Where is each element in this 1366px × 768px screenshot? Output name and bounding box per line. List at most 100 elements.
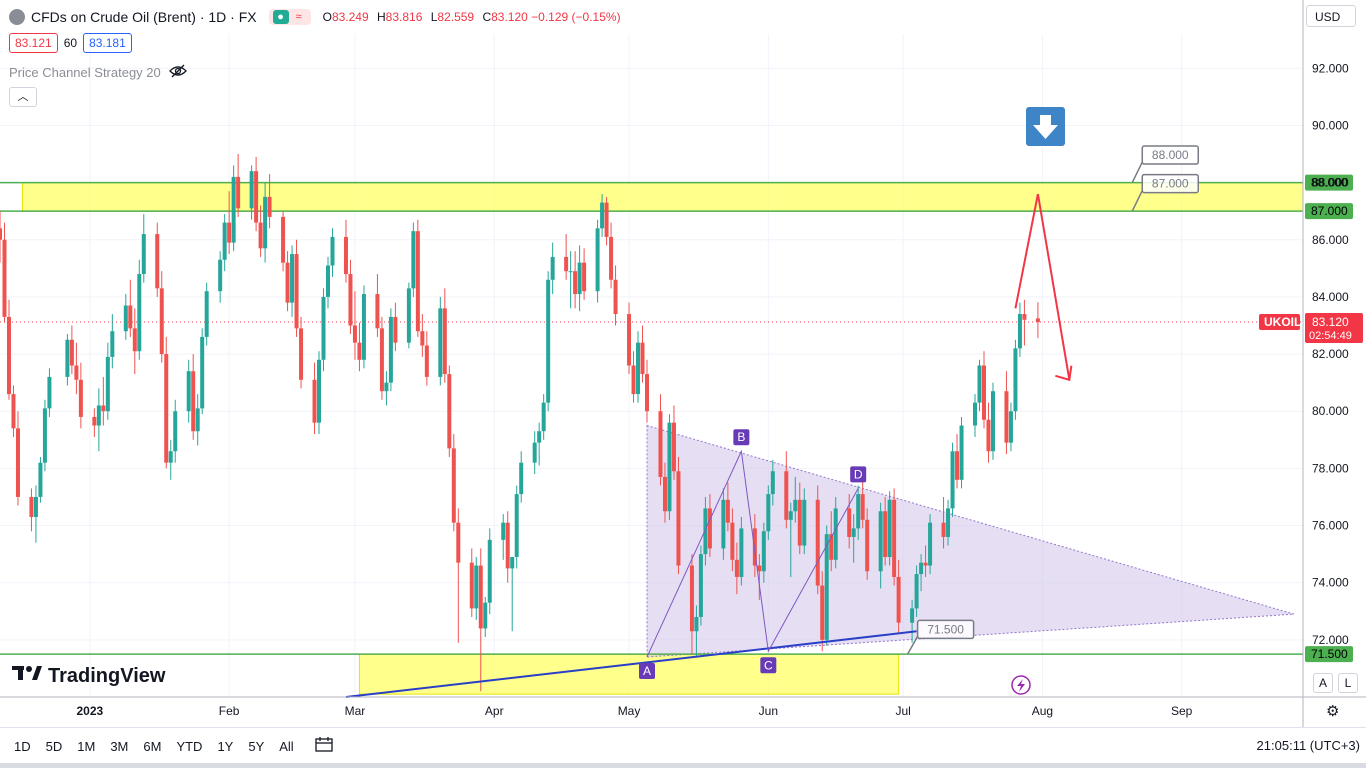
down-arrow-icon [1033,115,1058,139]
timezone-clock[interactable]: 21:05:11 (UTC+3) [1256,738,1360,753]
candle-body [420,331,425,346]
range-ytd[interactable]: YTD [176,738,203,754]
candle-body [105,356,110,412]
x-tick-label: Sep [1171,704,1193,718]
range-3m[interactable]: 3M [110,738,129,754]
range-1y[interactable]: 1Y [217,738,234,754]
market-open-icon: ● [272,10,289,24]
x-tick-label: Jun [759,704,778,718]
ohlc-close-label: C [482,10,492,24]
candle-body [317,359,322,423]
candle-body [78,379,83,417]
last-price-tag [1305,313,1363,344]
symbol-title[interactable]: CFDs on Crude Oil (Brent) · 1D · FX [31,9,257,25]
highlight-zones [21,182,1304,695]
level-price-label: 88.000 [1311,176,1348,190]
callout-box [1141,145,1200,165]
callout-label: 87.000 [1152,177,1189,191]
candle-body [92,416,97,426]
candle-body [550,256,555,280]
candle-body [267,196,272,217]
currency-selector[interactable]: USD [1306,5,1356,27]
candle-body [914,574,919,609]
candle-body [770,471,775,495]
candle-body [227,222,232,243]
goto-date-calendar-icon[interactable] [314,735,334,758]
candle-body [343,236,348,275]
candle-body [321,296,326,360]
range-1d[interactable]: 1D [14,738,31,754]
x-tick-label: May [618,704,641,718]
collapse-legend-button[interactable]: ︿ [9,87,37,107]
candle-body [505,522,510,569]
range-all[interactable]: All [279,738,294,754]
candle-body [514,494,519,557]
candle-body [887,499,892,557]
range-5y[interactable]: 5Y [248,738,265,754]
candle-body [564,256,569,272]
indicator-legend[interactable]: Price Channel Strategy 20 [9,64,187,81]
candle-body [667,422,672,512]
eye-hidden-icon[interactable] [168,64,187,81]
chart-settings-gear-icon[interactable]: ⚙ [1326,703,1340,720]
candle-body [856,494,861,529]
candle-body [698,554,703,617]
candle-body [159,288,164,355]
auto-scale-button[interactable]: A [1313,673,1333,693]
candle-body [582,262,587,292]
candle-body [752,528,757,566]
range-5d[interactable]: 5D [45,738,63,754]
candle-body [658,411,663,477]
y-tick-label: 78.000 [1312,461,1349,475]
candle-body [613,279,618,315]
triangle-shape [646,424,1295,658]
candle-body [222,222,227,260]
pattern-point-marker [850,466,867,483]
candle-body [1035,318,1040,323]
price-chart[interactable]: 88.000 87.000 71.500 A B C D 88.000 87.000 71.5… [0,0,1366,727]
candle-body [2,239,7,317]
forecast-path [1014,193,1071,380]
sell-price-button[interactable]: 83.121 [9,33,58,53]
x-tick-label: Aug [1032,704,1053,718]
range-6m[interactable]: 6M [143,738,162,754]
candle-body [155,234,160,289]
candle-body [487,539,492,603]
level-price-label: 71.500 [1311,647,1348,661]
candle-body [438,308,443,377]
indicator-name[interactable]: Price Channel Strategy 20 [9,65,161,80]
tradingview-logo[interactable]: TradingView [12,664,165,688]
candle-body [29,496,34,517]
candle-body [406,288,411,343]
y-tick-label: 92.000 [1312,61,1349,75]
callout-pointer [1131,190,1143,212]
candle-body [141,234,146,275]
ohlc-high-value: 83.816 [385,10,423,24]
ohlc-readout: O83.249 H83.816 L82.559 C83.120 −0.129 (… [323,10,626,24]
candle-body [802,499,807,546]
y-tick-label: 88.000 [1312,176,1349,190]
level-price-tag [1305,174,1353,191]
candle-body [254,171,259,223]
horizontal-levels: 88.000 87.000 71.500 [0,174,1353,663]
symbol-icon [9,9,25,25]
candle-body [330,236,335,266]
candle-body [784,471,789,520]
candle-body [510,556,515,569]
range-1m[interactable]: 1M [77,738,96,754]
candle-body [793,499,798,512]
candle-body [851,528,856,537]
buy-price-button[interactable]: 83.181 [83,33,132,53]
candle-body [74,365,79,380]
candle-body [977,365,982,403]
candle-body [164,354,169,463]
candle-body [573,271,578,295]
candle-body [707,508,712,549]
market-status-pill[interactable]: ● ≈ [268,9,311,25]
candle-body [941,522,946,537]
candle-body [236,176,241,209]
log-scale-button[interactable]: L [1338,673,1358,693]
bar-countdown-label: 02:54:49 [1309,330,1352,342]
candle-body [65,339,70,377]
